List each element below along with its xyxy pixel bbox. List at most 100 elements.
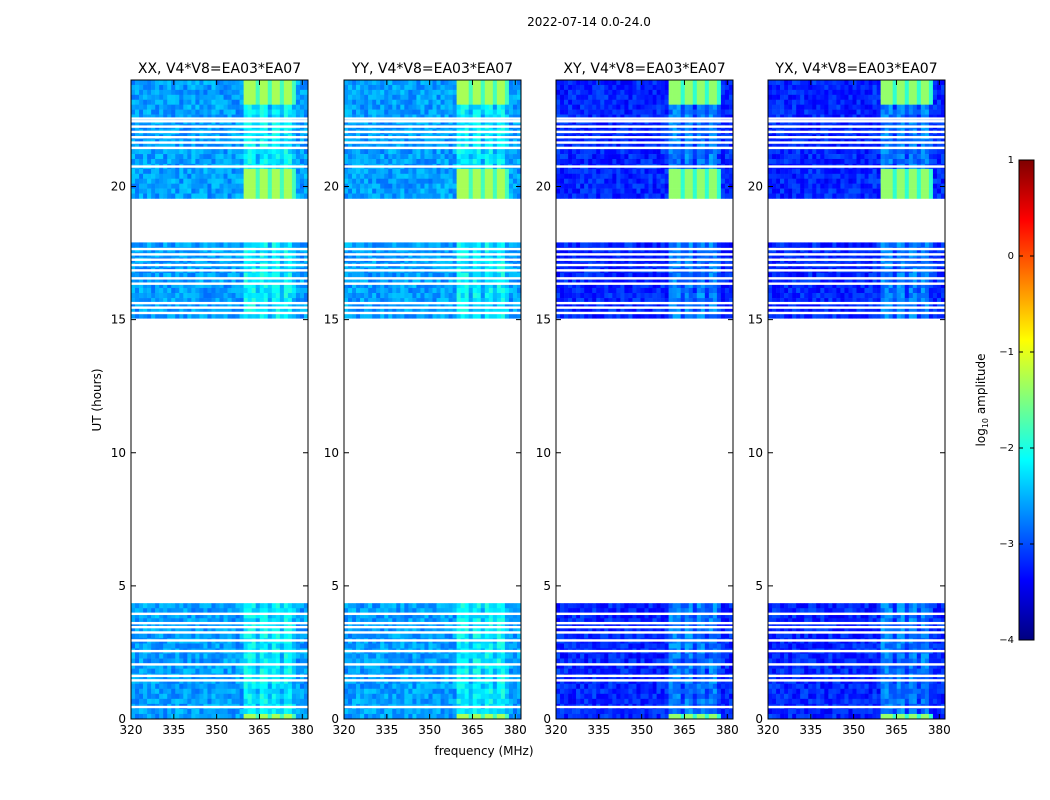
heatmap-cell (287, 683, 293, 690)
heatmap-cell (388, 628, 393, 634)
heatmap-cell (259, 183, 265, 189)
heatmap-cell (468, 698, 474, 705)
heatmap-cell (279, 178, 285, 184)
heatmap-cell (460, 708, 465, 715)
heatmap-cell (408, 713, 413, 719)
heatmap-cell (452, 94, 457, 101)
heatmap-cell (428, 708, 433, 715)
heatmap-cell (271, 618, 277, 624)
heatmap-cell (400, 713, 405, 719)
heatmap-cell (183, 608, 188, 614)
heatmap-cell (223, 668, 228, 674)
heatmap-cell (271, 683, 277, 690)
heatmap-cell (516, 84, 521, 91)
heatmap-cell (283, 178, 289, 184)
heatmap-cell (376, 688, 381, 695)
heatmap-cell (376, 104, 381, 110)
heatmap-cell (251, 643, 256, 649)
heatmap-cell (159, 158, 164, 165)
heatmap-cell (303, 698, 308, 705)
heatmap-cell (291, 242, 297, 248)
heatmap-cell (352, 653, 357, 659)
heatmap-cell (275, 114, 281, 120)
heatmap-cell (512, 298, 518, 304)
heatmap-cell (364, 80, 369, 86)
heatmap-cell (227, 109, 232, 115)
heatmap-cell (344, 708, 349, 715)
heatmap-cell (167, 109, 172, 115)
heatmap-cell (352, 613, 357, 619)
heatmap-cell (283, 313, 289, 319)
heatmap-cell (283, 293, 289, 299)
heatmap-cell (440, 99, 445, 105)
heatmap-cell (255, 618, 261, 624)
heatmap-cell (380, 313, 385, 319)
heatmap-cell (163, 303, 168, 309)
heatmap-cell (404, 84, 409, 91)
heatmap-cell (227, 158, 232, 165)
heatmap-cell (464, 708, 469, 715)
heatmap-cell (360, 668, 365, 674)
heatmap-cell (476, 282, 482, 289)
heatmap-cell (143, 173, 148, 180)
heatmap-cell (436, 303, 441, 309)
heatmap-cell (195, 287, 200, 294)
heatmap-cell (291, 282, 297, 289)
heatmap-cell (352, 99, 357, 105)
heatmap-cell (131, 94, 136, 101)
heatmap-cell (267, 688, 273, 695)
heatmap-cell (155, 84, 160, 91)
heatmap-cell (135, 653, 140, 659)
heatmap-cell (163, 618, 168, 624)
heatmap-cell (287, 287, 293, 294)
heatmap-cell (255, 94, 261, 101)
heatmap-cell (476, 708, 482, 715)
heatmap-cell (135, 298, 140, 304)
heatmap-cell (183, 633, 188, 639)
heatmap-cell (139, 668, 144, 674)
heatmap-cell (392, 628, 397, 634)
heatmap-cell (303, 154, 308, 160)
heatmap-cell (131, 272, 136, 279)
heatmap-cell (139, 193, 144, 199)
heatmap-cell (215, 104, 220, 110)
heatmap-cell (143, 618, 148, 624)
heatmap-cell (388, 109, 393, 115)
heatmap-cell (271, 277, 277, 284)
heatmap-cell (456, 80, 461, 86)
heatmap-cell (472, 303, 478, 309)
heatmap-cell (211, 663, 216, 669)
heatmap-cell (187, 173, 192, 180)
heatmap-cell (295, 154, 301, 160)
heatmap-cell (416, 242, 421, 248)
heatmap-cell (211, 168, 216, 175)
heatmap-cell (175, 149, 180, 155)
heatmap-cell (376, 308, 381, 314)
heatmap-cell (235, 303, 240, 309)
heatmap-cell (380, 94, 385, 101)
heatmap-cell (400, 633, 405, 639)
heatmap-cell (163, 643, 168, 649)
heatmap-cell (175, 168, 180, 175)
heatmap-cell (159, 99, 164, 105)
heatmap-cell (279, 242, 285, 248)
heatmap-cell (392, 94, 397, 101)
heatmap-cell (211, 104, 216, 110)
heatmap-cell (348, 242, 353, 248)
heatmap-cell (504, 668, 510, 674)
heatmap-cell (396, 303, 401, 309)
heatmap-cell (207, 683, 212, 690)
heatmap-cell (243, 99, 248, 105)
heatmap-cell (380, 653, 385, 659)
heatmap-cell (480, 114, 486, 120)
heatmap-cell (195, 84, 200, 91)
heatmap-cell (159, 149, 164, 155)
heatmap-cell (428, 603, 433, 609)
heatmap-cell (163, 183, 168, 189)
heatmap-cell (175, 104, 180, 110)
heatmap-cell (283, 282, 289, 289)
heatmap-cell (432, 693, 437, 700)
heatmap-cell (472, 313, 478, 319)
heatmap-cell (404, 693, 409, 700)
heatmap-cell (255, 688, 261, 695)
